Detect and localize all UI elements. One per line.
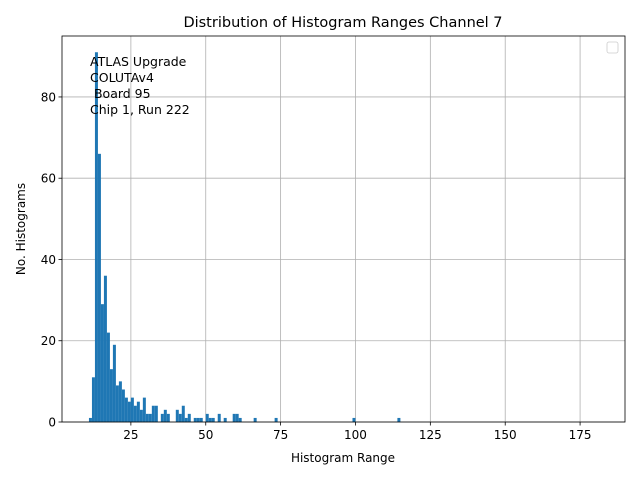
histogram-bar xyxy=(184,417,188,422)
histogram-bar xyxy=(238,417,242,422)
histogram-bar xyxy=(253,417,257,422)
histogram-bar xyxy=(175,409,179,422)
histogram-bar xyxy=(115,385,119,422)
histogram-bar xyxy=(160,413,164,422)
annotation-line: COLUTAv4 xyxy=(90,70,154,85)
histogram-bar xyxy=(199,417,203,422)
histogram-bar xyxy=(187,413,191,422)
histogram-bar xyxy=(100,304,104,422)
x-axis-label: Histogram Range xyxy=(291,451,395,465)
histogram-bar xyxy=(397,417,401,422)
chart-title: Distribution of Histogram Ranges Channel… xyxy=(183,15,502,31)
y-tick-label: 40 xyxy=(41,253,56,267)
legend-box xyxy=(606,41,619,54)
histogram-bar xyxy=(193,417,197,422)
histogram-bar xyxy=(142,397,146,422)
x-tick-label: 175 xyxy=(569,428,592,442)
x-tick-label: 25 xyxy=(123,428,138,442)
plot-area-frame xyxy=(61,35,626,423)
histogram-bar xyxy=(235,413,239,422)
histogram-bar xyxy=(103,275,107,422)
histogram-bar xyxy=(127,401,131,422)
y-tick-label: 80 xyxy=(41,90,56,104)
annotation-text: ATLAS Upgrade COLUTAv4 Board 95 Chip 1, … xyxy=(90,54,190,117)
histogram-bar xyxy=(208,417,212,422)
histogram-bar xyxy=(151,405,155,422)
histogram-bar xyxy=(97,153,101,422)
histogram-bar xyxy=(232,413,236,422)
x-tick-label: 100 xyxy=(344,428,367,442)
histogram-bar xyxy=(109,369,113,422)
histogram-bar xyxy=(121,389,125,422)
histogram-bar xyxy=(223,417,227,422)
x-tick-label: 75 xyxy=(273,428,288,442)
histogram-bar xyxy=(166,413,170,422)
y-tick-label: 20 xyxy=(41,334,56,348)
histogram-bar xyxy=(118,381,122,422)
histogram-bar xyxy=(130,397,134,422)
histogram-bar xyxy=(205,413,209,422)
histogram-bar xyxy=(211,417,215,422)
annotation-line: Board 95 xyxy=(90,86,151,101)
histogram-bar xyxy=(181,405,185,422)
histogram-bar xyxy=(91,377,95,422)
histogram-bar xyxy=(196,417,200,422)
x-tick-label: 125 xyxy=(419,428,442,442)
histogram-bar xyxy=(94,52,98,423)
histogram-bar xyxy=(124,397,128,422)
x-tick-label: 50 xyxy=(198,428,213,442)
histogram-bar xyxy=(352,417,356,422)
histogram-bar xyxy=(154,405,158,422)
histogram-bar xyxy=(148,413,152,422)
histogram-bar xyxy=(178,413,182,422)
histogram-bar xyxy=(112,344,116,422)
y-axis-label: No. Histograms xyxy=(14,183,28,275)
histogram-bar xyxy=(136,401,140,422)
y-tick-label: 0 xyxy=(48,416,56,430)
histogram-bar xyxy=(106,332,110,422)
x-tick-label: 150 xyxy=(494,428,517,442)
histogram-bar xyxy=(88,417,92,422)
annotation-line: ATLAS Upgrade xyxy=(90,54,187,69)
annotation-line: Chip 1, Run 222 xyxy=(90,102,190,117)
histogram-bar xyxy=(217,413,221,422)
y-tick-label: 60 xyxy=(41,172,56,186)
axis-ticks: 25 50 75 100 125 150 175 0 20 40 60 80 xyxy=(41,90,592,442)
histogram-bar xyxy=(133,405,137,422)
histogram-bar xyxy=(163,409,167,422)
histogram-bar xyxy=(139,409,143,422)
histogram-bar xyxy=(145,413,149,422)
histogram-bars xyxy=(88,52,401,423)
histogram-bar xyxy=(274,417,278,422)
